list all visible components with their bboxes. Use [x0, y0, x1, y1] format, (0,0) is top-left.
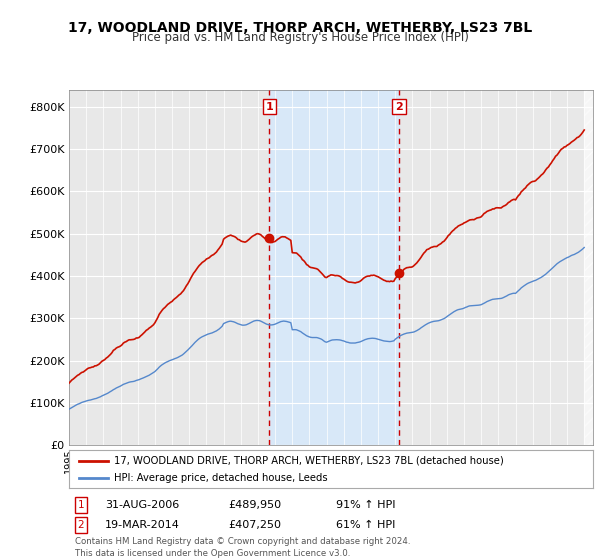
Text: 2: 2: [395, 101, 403, 111]
Text: 17, WOODLAND DRIVE, THORP ARCH, WETHERBY, LS23 7BL (detached house): 17, WOODLAND DRIVE, THORP ARCH, WETHERBY…: [113, 455, 503, 465]
Text: 31-AUG-2006: 31-AUG-2006: [105, 500, 179, 510]
Text: 61% ↑ HPI: 61% ↑ HPI: [336, 520, 395, 530]
Text: 1: 1: [77, 500, 85, 510]
Text: Contains HM Land Registry data © Crown copyright and database right 2024.
This d: Contains HM Land Registry data © Crown c…: [75, 537, 410, 558]
Text: £489,950: £489,950: [228, 500, 281, 510]
Bar: [584, 90, 593, 445]
Text: 1: 1: [265, 101, 273, 111]
Bar: [269, 90, 399, 445]
Text: Price paid vs. HM Land Registry's House Price Index (HPI): Price paid vs. HM Land Registry's House …: [131, 31, 469, 44]
Text: HPI: Average price, detached house, Leeds: HPI: Average price, detached house, Leed…: [113, 473, 327, 483]
Text: 19-MAR-2014: 19-MAR-2014: [105, 520, 180, 530]
Text: 2: 2: [77, 520, 85, 530]
Text: 17, WOODLAND DRIVE, THORP ARCH, WETHERBY, LS23 7BL: 17, WOODLAND DRIVE, THORP ARCH, WETHERBY…: [68, 21, 532, 35]
Text: £407,250: £407,250: [228, 520, 281, 530]
Text: 91% ↑ HPI: 91% ↑ HPI: [336, 500, 395, 510]
